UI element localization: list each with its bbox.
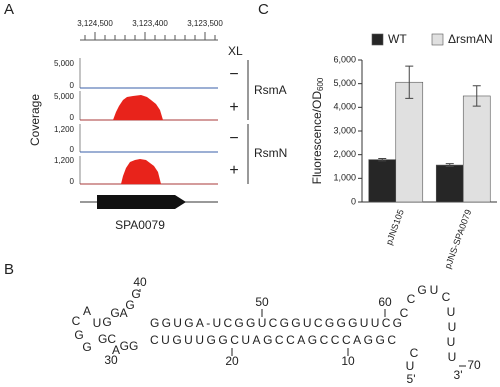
group-label: RsmA xyxy=(254,83,287,97)
nucleotide: U xyxy=(430,283,439,297)
top-strand: GGUGA-UCGGUCGGUCGGGUUCG xyxy=(150,316,402,330)
error-bar xyxy=(472,85,481,107)
bar-chart: 0 1,000 2,000 3,000 4,000 5,000 6,000 Fluoresce… xyxy=(310,32,497,270)
position-number: 20 xyxy=(225,354,239,368)
nucleotide: G xyxy=(125,298,134,312)
track-sign: − xyxy=(229,130,238,147)
gene-arrow xyxy=(97,195,186,209)
track-min: 0 xyxy=(70,177,75,186)
x-tick-label: pJNS-SPA0079 xyxy=(443,208,474,270)
track-sign: + xyxy=(229,99,238,116)
position-number: 50 xyxy=(255,295,269,309)
coordinate-label: 3,124,500 xyxy=(77,19,113,28)
coverage-peak xyxy=(113,95,163,120)
track-min: 0 xyxy=(70,145,75,154)
track-sign: − xyxy=(229,66,238,83)
group-label: RsmN xyxy=(254,146,287,160)
nucleotide: A xyxy=(112,343,120,357)
strand-end: 3' xyxy=(454,368,463,382)
coverage-panel: 3,124,500 3,123,400 3,123,500 XL Coverag… xyxy=(28,19,287,232)
legend-label: WT xyxy=(388,32,407,46)
track-min: 0 xyxy=(70,81,75,90)
legend-label: ΔrsmAN xyxy=(448,32,493,46)
position-number: 60 xyxy=(378,295,392,309)
position-number: 40 xyxy=(133,275,147,289)
y-tick-label: 0 xyxy=(351,196,356,206)
bar xyxy=(395,81,424,203)
panel-label: C xyxy=(258,1,269,18)
coordinate-label: 3,123,500 xyxy=(187,19,223,28)
position-number: 70 xyxy=(467,358,481,372)
nucleotide: C xyxy=(400,306,409,320)
error-bar xyxy=(405,65,414,99)
position-number: 30 xyxy=(104,353,118,367)
nucleotide: GG xyxy=(120,339,139,353)
track-sign: + xyxy=(229,162,238,179)
nucleotide: C xyxy=(72,314,81,328)
nucleotide: G xyxy=(74,328,83,342)
nucleotide: G xyxy=(82,340,91,354)
bottom-strand: CUGUUGGCUAGCCAGCCCAGGC xyxy=(150,333,396,347)
nucleotide: U xyxy=(448,320,457,334)
panel-label: B xyxy=(4,261,14,278)
track-max: 5,000 xyxy=(54,59,75,68)
nucleotide: GA xyxy=(110,306,127,320)
error-bar xyxy=(378,157,387,162)
y-tick-label: 2,000 xyxy=(333,149,356,159)
legend-swatch xyxy=(431,33,444,46)
track-max: 1,200 xyxy=(54,125,75,134)
y-tick-label: 4,000 xyxy=(333,102,356,112)
coordinate-label: 3,123,400 xyxy=(132,19,168,28)
y-label-sub: 600 xyxy=(316,77,325,91)
bar xyxy=(368,159,397,203)
nucleotide: G xyxy=(102,315,111,329)
ruler-ticks xyxy=(84,32,216,40)
track-max: 1,200 xyxy=(54,156,75,165)
coverage-peak xyxy=(121,159,161,184)
nucleotide: G xyxy=(417,283,426,297)
y-tick-label: 3,000 xyxy=(333,125,356,135)
nucleotide: GC xyxy=(98,332,116,346)
panel-label: A xyxy=(4,1,14,18)
y-tick-label: 1,000 xyxy=(333,173,356,183)
track-min: 0 xyxy=(70,113,75,122)
y-label-main: Fluorescence/OD xyxy=(310,91,324,185)
strand-end: 5' xyxy=(407,372,416,386)
nucleotide: C xyxy=(410,346,419,360)
x-tick-label: pJNS105 xyxy=(384,208,406,246)
nucleotide: A xyxy=(83,304,91,318)
bar xyxy=(435,164,464,203)
y-tick-label: 6,000 xyxy=(333,54,356,64)
y-label: Coverage xyxy=(28,94,42,146)
rna-structure: GGUGA-UCGGUCGGUCGGGUUCG CUGUUGGCUAGCCAGC… xyxy=(72,275,481,386)
error-bar xyxy=(445,163,454,167)
nucleotide: U xyxy=(447,305,456,319)
nucleotide: C xyxy=(407,292,416,306)
track-frames xyxy=(79,58,218,185)
gene-label: SPA0079 xyxy=(115,218,165,232)
legend-swatch xyxy=(371,33,384,46)
nucleotide: U xyxy=(93,316,102,330)
y-tick-label: 5,000 xyxy=(333,78,356,88)
nucleotide: G xyxy=(131,287,140,301)
nucleotide: U xyxy=(448,350,457,364)
nucleotide: U xyxy=(406,359,415,373)
nucleotide: C xyxy=(442,290,451,304)
nucleotide: U xyxy=(447,335,456,349)
condition-label: XL xyxy=(228,44,243,58)
bar xyxy=(462,95,491,203)
position-number: 10 xyxy=(341,354,355,368)
track-max: 5,000 xyxy=(54,92,75,101)
y-label: Fluorescence/OD600 xyxy=(310,77,325,184)
